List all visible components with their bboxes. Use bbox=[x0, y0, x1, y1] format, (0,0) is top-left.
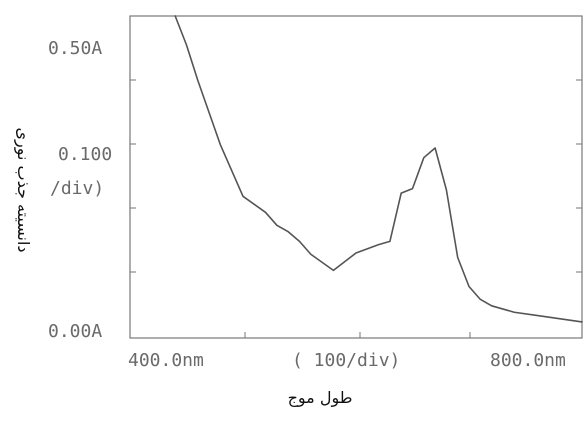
x-axis-title: طول موج bbox=[288, 388, 353, 408]
y-tick-label-middle-line-2: /div) bbox=[50, 178, 104, 199]
x-tick-label-right: 800.0nm bbox=[490, 350, 566, 371]
y-axis-title: دانسیته جذب نوری bbox=[13, 127, 33, 252]
y-tick-label-middle-line-1: 0.100 bbox=[58, 144, 112, 165]
plot-frame bbox=[129, 15, 583, 339]
x-tick-label-middle: ( 100/div) bbox=[292, 350, 400, 371]
y-tick-label-top: 0.50A bbox=[48, 38, 102, 59]
series-line-1 bbox=[174, 15, 583, 323]
y-tick-label-bottom: 0.00A bbox=[48, 321, 102, 342]
x-tick-label-left: 400.0nm bbox=[128, 350, 204, 371]
